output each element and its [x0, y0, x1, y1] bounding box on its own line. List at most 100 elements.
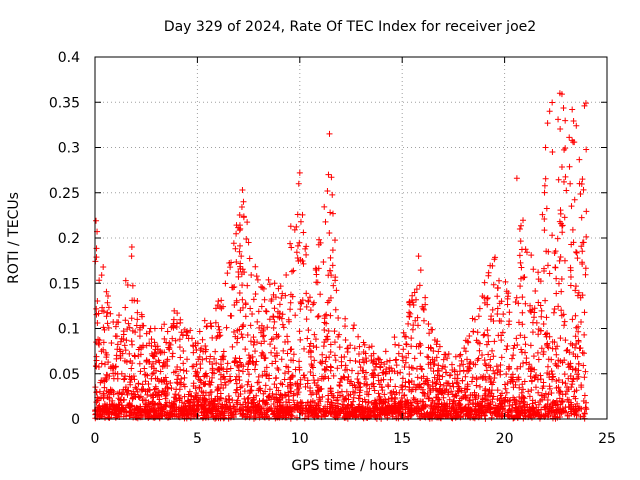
data-point: [266, 394, 273, 401]
data-point: [463, 411, 470, 418]
data-point: [126, 379, 133, 386]
data-point: [272, 358, 279, 365]
data-point: [147, 393, 154, 400]
data-point: [322, 336, 329, 343]
data-point: [484, 327, 491, 334]
data-point: [235, 273, 242, 280]
data-point: [259, 372, 266, 379]
data-point: [211, 402, 218, 409]
data-point: [329, 247, 336, 254]
data-point: [136, 326, 143, 333]
data-point: [579, 261, 586, 267]
data-point: [459, 377, 466, 384]
data-point: [446, 372, 453, 379]
data-point: [139, 387, 146, 394]
data-point: [521, 402, 528, 409]
data-point: [173, 386, 180, 393]
data-point: [458, 357, 465, 364]
data-point: [559, 222, 566, 229]
data-point: [518, 246, 525, 253]
data-point: [411, 289, 418, 296]
data-point: [458, 395, 465, 402]
data-point: [351, 345, 358, 352]
data-point: [362, 405, 369, 412]
data-point: [192, 342, 199, 349]
data-point: [421, 393, 428, 400]
data-point: [126, 413, 133, 420]
data-point: [290, 405, 297, 412]
data-point: [408, 343, 415, 350]
data-point: [489, 306, 496, 313]
data-point: [422, 378, 429, 385]
data-point: [383, 368, 390, 375]
data-point: [236, 212, 243, 219]
data-point: [392, 402, 399, 409]
data-point: [504, 295, 511, 302]
data-point: [485, 362, 492, 369]
data-point: [398, 403, 405, 410]
data-point: [275, 387, 282, 394]
data-point: [411, 381, 418, 388]
data-point: [287, 374, 294, 381]
data-point: [583, 233, 590, 240]
data-point: [96, 388, 103, 395]
data-point: [119, 390, 126, 397]
data-point: [555, 176, 562, 183]
data-point: [122, 304, 129, 311]
data-point: [558, 408, 565, 415]
data-point: [316, 394, 323, 401]
data-point: [202, 380, 209, 387]
data-point: [562, 337, 569, 344]
data-point: [120, 376, 127, 383]
data-point: [93, 339, 100, 346]
data-point: [237, 384, 244, 391]
data-point: [203, 373, 210, 380]
data-point: [271, 381, 278, 388]
data-point: [558, 91, 565, 98]
data-point: [355, 351, 362, 358]
data-point: [244, 282, 251, 289]
data-point: [392, 357, 399, 364]
data-point: [196, 328, 203, 335]
data-point: [576, 180, 583, 187]
data-point: [260, 332, 267, 339]
data-point: [542, 175, 549, 182]
data-point: [149, 352, 156, 359]
data-point: [575, 328, 582, 335]
data-point: [567, 274, 574, 281]
data-point: [351, 322, 358, 329]
data-point: [579, 292, 586, 299]
data-point: [227, 377, 234, 384]
data-point: [436, 343, 443, 350]
data-point: [129, 341, 136, 348]
data-point: [579, 349, 586, 356]
data-point: [236, 263, 243, 270]
data-point: [235, 373, 242, 380]
data-point: [538, 313, 545, 320]
data-point: [259, 398, 266, 405]
data-point: [559, 229, 566, 236]
data-point: [384, 412, 391, 419]
data-point: [170, 401, 177, 408]
data-point: [465, 367, 472, 374]
data-point: [477, 410, 484, 417]
data-point: [380, 406, 387, 413]
data-point: [103, 351, 110, 358]
data-point: [581, 392, 588, 399]
data-point: [436, 412, 443, 419]
data-point: [252, 348, 259, 355]
data-point: [451, 403, 458, 410]
data-point: [581, 102, 588, 109]
data-point: [295, 389, 302, 396]
data-point: [114, 413, 121, 420]
data-point: [519, 294, 526, 301]
data-point: [501, 381, 508, 388]
data-point: [253, 392, 260, 399]
data-point: [527, 342, 534, 349]
data-point: [327, 294, 334, 301]
data-point: [558, 398, 565, 405]
data-point: [582, 271, 589, 278]
data-point: [168, 410, 175, 417]
data-point: [259, 413, 266, 420]
data-point: [502, 278, 509, 285]
